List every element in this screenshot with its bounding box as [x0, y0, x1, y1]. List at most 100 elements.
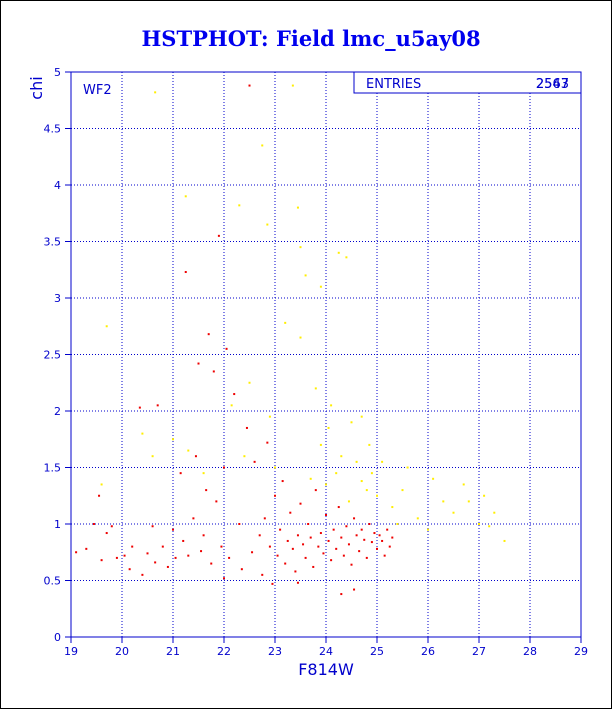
- data-point: [151, 525, 154, 528]
- data-point: [327, 426, 330, 429]
- data-point: [478, 523, 480, 525]
- y-tick-label: 2.5: [44, 349, 62, 362]
- y-tick-label: 1.5: [44, 462, 62, 475]
- data-point: [299, 502, 302, 505]
- data-point: [166, 565, 169, 568]
- data-point: [319, 285, 322, 288]
- data-point: [187, 449, 190, 452]
- data-point: [314, 489, 317, 492]
- data-point: [146, 552, 149, 555]
- data-point: [304, 274, 307, 277]
- data-point: [202, 472, 205, 475]
- y-tick-labels: 0 0.5 1 1.5 2 2.5 3 3.5 4 4.5 5: [44, 66, 62, 644]
- x-tick-label: 27: [472, 645, 486, 658]
- data-point: [467, 500, 470, 503]
- data-point: [442, 500, 445, 503]
- data-point: [276, 554, 279, 557]
- data-point: [381, 539, 384, 542]
- data-point: [322, 552, 325, 555]
- data-point: [105, 325, 108, 328]
- data-point: [248, 381, 251, 384]
- data-point: [358, 550, 361, 553]
- data-point: [100, 483, 103, 486]
- data-point: [401, 489, 404, 492]
- data-point: [319, 443, 322, 446]
- data-point: [330, 404, 333, 407]
- data-point: [360, 528, 363, 531]
- data-point: [386, 528, 389, 531]
- data-point: [115, 556, 118, 559]
- data-point: [350, 563, 353, 566]
- data-point: [360, 480, 363, 483]
- data-point: [128, 568, 131, 571]
- data-point: [452, 511, 455, 514]
- x-tick-label: 23: [268, 645, 282, 658]
- data-point: [302, 543, 305, 546]
- data-point: [223, 466, 225, 469]
- data-point: [291, 547, 294, 550]
- data-point: [266, 223, 269, 226]
- data-point: [179, 472, 182, 475]
- stats-box: ENTRIES 2547 2563: [353, 71, 582, 94]
- data-point: [345, 525, 348, 528]
- panel-label: WF2: [83, 83, 112, 98]
- data-point: [396, 523, 399, 525]
- data-point: [261, 573, 264, 576]
- data-point: [98, 494, 101, 497]
- data-point: [314, 387, 317, 390]
- stats-label: ENTRIES: [366, 77, 421, 92]
- data-point: [286, 539, 289, 542]
- data-point: [327, 539, 330, 542]
- data-point: [100, 559, 103, 562]
- data-point: [332, 528, 335, 531]
- data-point: [353, 588, 356, 591]
- data-point: [391, 506, 394, 509]
- data-point: [172, 438, 174, 441]
- y-tick-label: 1: [54, 518, 61, 531]
- data-point: [325, 513, 327, 516]
- y-tick-label: 3.5: [44, 236, 62, 249]
- data-point: [151, 455, 154, 458]
- data-point: [230, 404, 233, 407]
- data-point: [248, 84, 251, 87]
- chart-title: HSTPHOT: Field lmc_u5ay08: [141, 26, 480, 51]
- data-point: [376, 547, 378, 550]
- data-point: [174, 556, 177, 559]
- data-point: [238, 204, 241, 207]
- data-point: [192, 517, 195, 520]
- data-point: [340, 455, 343, 458]
- data-point: [345, 256, 348, 259]
- data-point: [261, 144, 264, 147]
- data-point: [406, 466, 409, 469]
- data-point: [325, 483, 327, 486]
- data-point: [197, 362, 200, 365]
- data-point: [330, 559, 333, 562]
- data-point: [233, 393, 236, 396]
- data-point: [503, 539, 506, 542]
- data-point: [172, 528, 174, 531]
- data-point: [194, 455, 197, 458]
- data-point: [488, 525, 491, 528]
- data-point: [353, 517, 356, 520]
- data-point: [355, 534, 358, 537]
- x-tick-label: 21: [166, 645, 180, 658]
- data-point: [182, 539, 185, 542]
- data-point: [317, 545, 320, 548]
- data-point: [212, 370, 215, 373]
- data-point: [138, 406, 141, 409]
- data-point: [296, 206, 299, 209]
- x-tick-label: 29: [574, 645, 588, 658]
- data-point: [342, 554, 345, 557]
- data-point: [131, 545, 134, 548]
- data-point: [296, 581, 299, 584]
- data-point: [304, 556, 307, 559]
- data-point: [202, 534, 205, 537]
- data-point: [340, 593, 343, 596]
- x-tick-label: 24: [319, 645, 333, 658]
- data-point: [363, 538, 366, 541]
- y-tick-label: 4: [54, 179, 61, 192]
- data-point: [245, 426, 248, 429]
- data-point: [184, 271, 187, 274]
- data-point: [274, 494, 276, 497]
- axis-ticks: [65, 71, 582, 643]
